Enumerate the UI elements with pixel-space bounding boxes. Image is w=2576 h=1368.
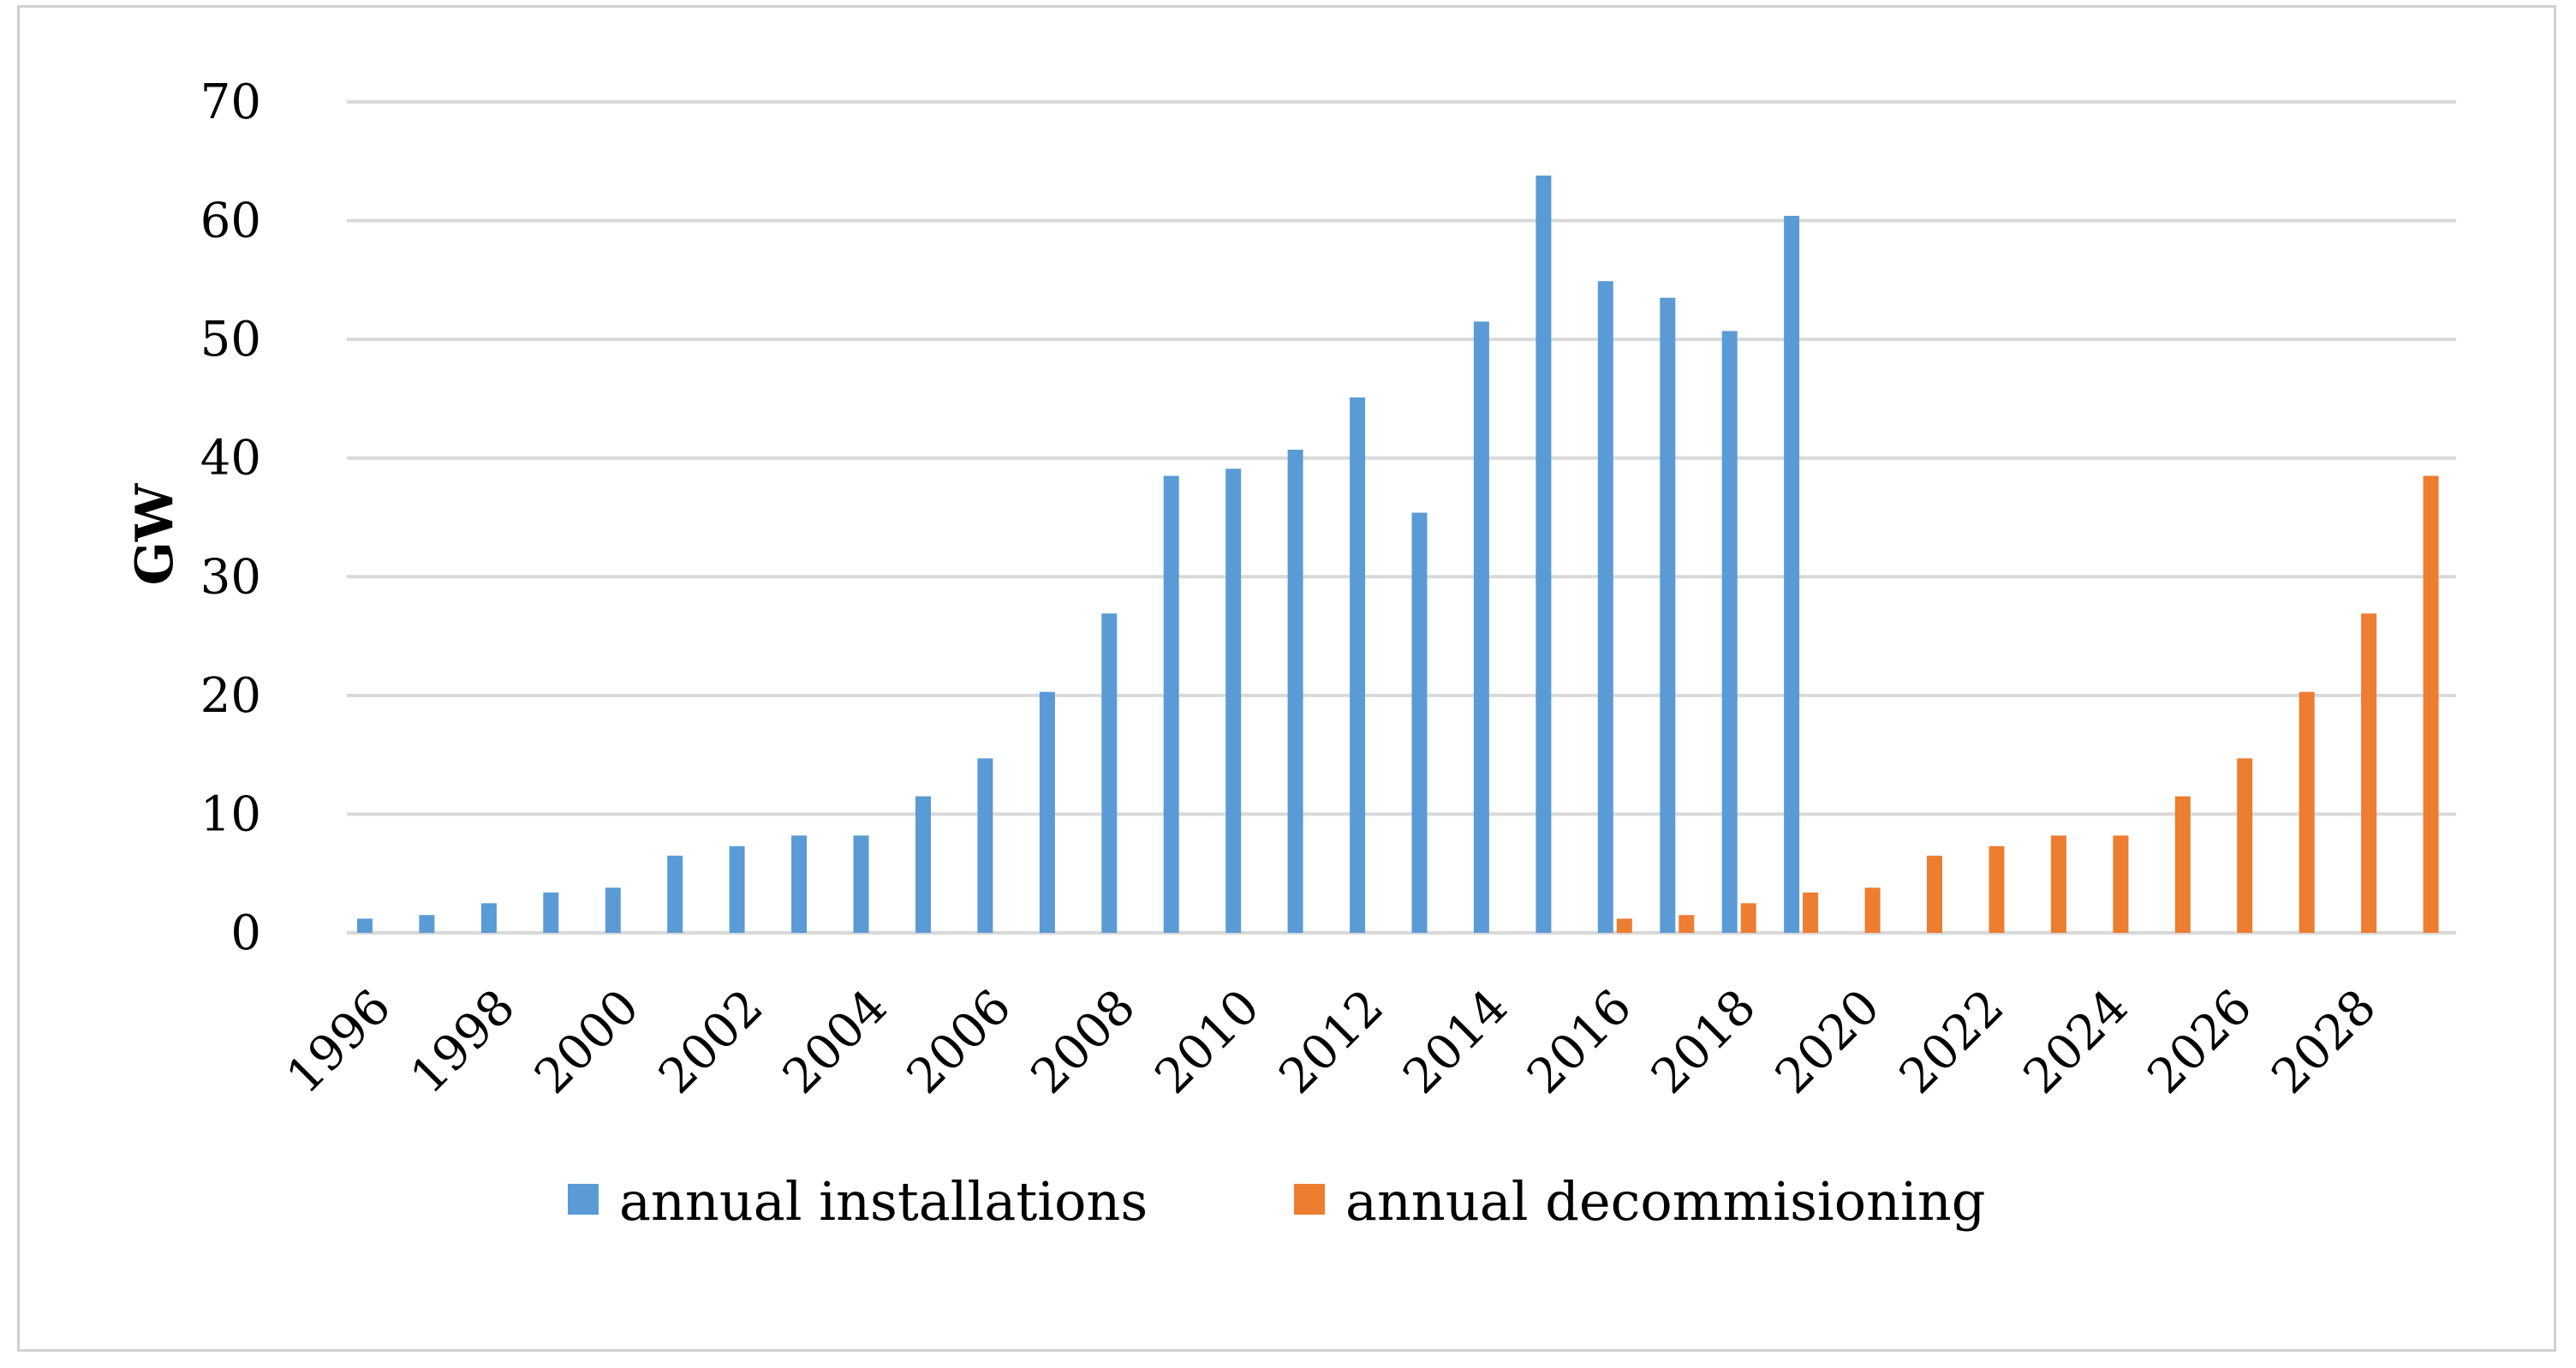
bar-installations-1999 xyxy=(543,892,559,933)
y-axis-title: GW xyxy=(125,482,185,585)
bar-installations-2005 xyxy=(915,796,931,933)
bar-decommisioning-2020 xyxy=(1864,887,1881,933)
bar-installations-2007 xyxy=(1039,691,1055,933)
bar-decommisioning-2028 xyxy=(2361,613,2377,933)
y-tick-label: 30 xyxy=(200,549,261,605)
x-tick-label: 2004 xyxy=(772,979,898,1105)
x-tick-label: 1996 xyxy=(276,979,402,1105)
x-tick-label: 2008 xyxy=(1021,979,1147,1105)
x-tick-label: 1998 xyxy=(400,979,526,1105)
y-axis-tick-labels: 0 10 20 30 40 50 60 70 xyxy=(200,75,261,961)
bar-installations-2019 xyxy=(1784,216,1800,933)
legend-label-annual-decommisioning: annual decommisioning xyxy=(1345,1170,1985,1233)
bar-installations-2002 xyxy=(729,845,745,933)
bar-decommisioning-2025 xyxy=(2174,796,2191,933)
y-tick-label: 0 xyxy=(230,905,261,961)
bar-installations-2000 xyxy=(605,887,621,933)
x-tick-label: 2000 xyxy=(524,979,650,1105)
bar-chart: 0 10 20 30 40 50 60 70 199619982000200220042006… xyxy=(125,75,2456,1233)
x-tick-label: 2002 xyxy=(648,979,774,1105)
y-tick-label: 40 xyxy=(200,431,261,487)
y-tick-label: 60 xyxy=(200,194,261,249)
bar-decommisioning-2016 xyxy=(1616,918,1632,933)
bar-decommisioning-2018 xyxy=(1740,903,1756,933)
bar-decommisioning-2024 xyxy=(2113,835,2129,933)
bar-installations-2011 xyxy=(1287,450,1303,933)
x-tick-label: 2026 xyxy=(2138,979,2263,1105)
bar-installations-2006 xyxy=(977,758,993,933)
gridlines xyxy=(347,100,2456,935)
x-tick-label: 2022 xyxy=(1889,979,2015,1105)
bar-decommisioning-2021 xyxy=(1927,855,1942,933)
x-tick-label: 2012 xyxy=(1268,979,1394,1105)
x-tick-label: 2024 xyxy=(2013,979,2139,1105)
bar-installations-2003 xyxy=(791,835,808,933)
x-tick-label: 2006 xyxy=(897,979,1023,1105)
bar-decommisioning-2017 xyxy=(1679,915,1695,933)
bar-installations-1996 xyxy=(357,918,373,933)
legend-label-annual-installations: annual installations xyxy=(619,1170,1148,1233)
bar-installations-2014 xyxy=(1473,321,1489,933)
x-tick-label: 2028 xyxy=(2262,979,2388,1105)
bar-decommisioning-2022 xyxy=(1989,845,2005,933)
bar-installations-2004 xyxy=(853,835,869,933)
bar-installations-2010 xyxy=(1225,469,1242,933)
chart-frame: 0 10 20 30 40 50 60 70 1996 1998 2000 2002 2004 2006… xyxy=(17,5,2556,1352)
bar-installations-2015 xyxy=(1535,175,1552,933)
bar-decommisioning-2023 xyxy=(2050,835,2066,933)
bar-installations-1997 xyxy=(419,915,435,933)
x-tick-label: 2018 xyxy=(1641,979,1767,1105)
bar-decommisioning-2029 xyxy=(2423,475,2439,933)
x-tick-label: 2016 xyxy=(1517,979,1643,1105)
bar-installations-2017 xyxy=(1660,297,1676,934)
x-tick-label: 2020 xyxy=(1765,979,1891,1105)
bar-installations-2018 xyxy=(1721,331,1738,933)
bar-installations-2008 xyxy=(1101,613,1118,933)
bars xyxy=(357,175,2439,934)
bar-installations-2013 xyxy=(1411,512,1428,933)
y-tick-label: 70 xyxy=(200,75,261,130)
y-tick-label: 50 xyxy=(200,312,261,367)
bar-decommisioning-2026 xyxy=(2237,758,2253,933)
x-axis-tick-labels: 1996199820002002200420062008201020122014… xyxy=(276,979,2387,1105)
y-tick-label: 10 xyxy=(200,786,261,842)
bar-decommisioning-2027 xyxy=(2299,691,2315,933)
bar-installations-2001 xyxy=(667,855,683,933)
legend-swatch-annual-installations xyxy=(568,1184,599,1215)
bar-installations-2012 xyxy=(1350,397,1366,933)
x-tick-label: 2014 xyxy=(1392,979,1518,1105)
y-tick-label: 20 xyxy=(200,668,261,724)
bar-installations-2016 xyxy=(1597,281,1613,933)
x-tick-label: 2010 xyxy=(1145,979,1271,1105)
bar-installations-1998 xyxy=(480,903,497,933)
bar-decommisioning-2019 xyxy=(1803,892,1819,933)
bar-installations-2009 xyxy=(1163,475,1179,933)
legend-swatch-annual-decommisioning xyxy=(1294,1184,1325,1215)
legend: annual installations annual decommisioni… xyxy=(568,1170,1985,1233)
